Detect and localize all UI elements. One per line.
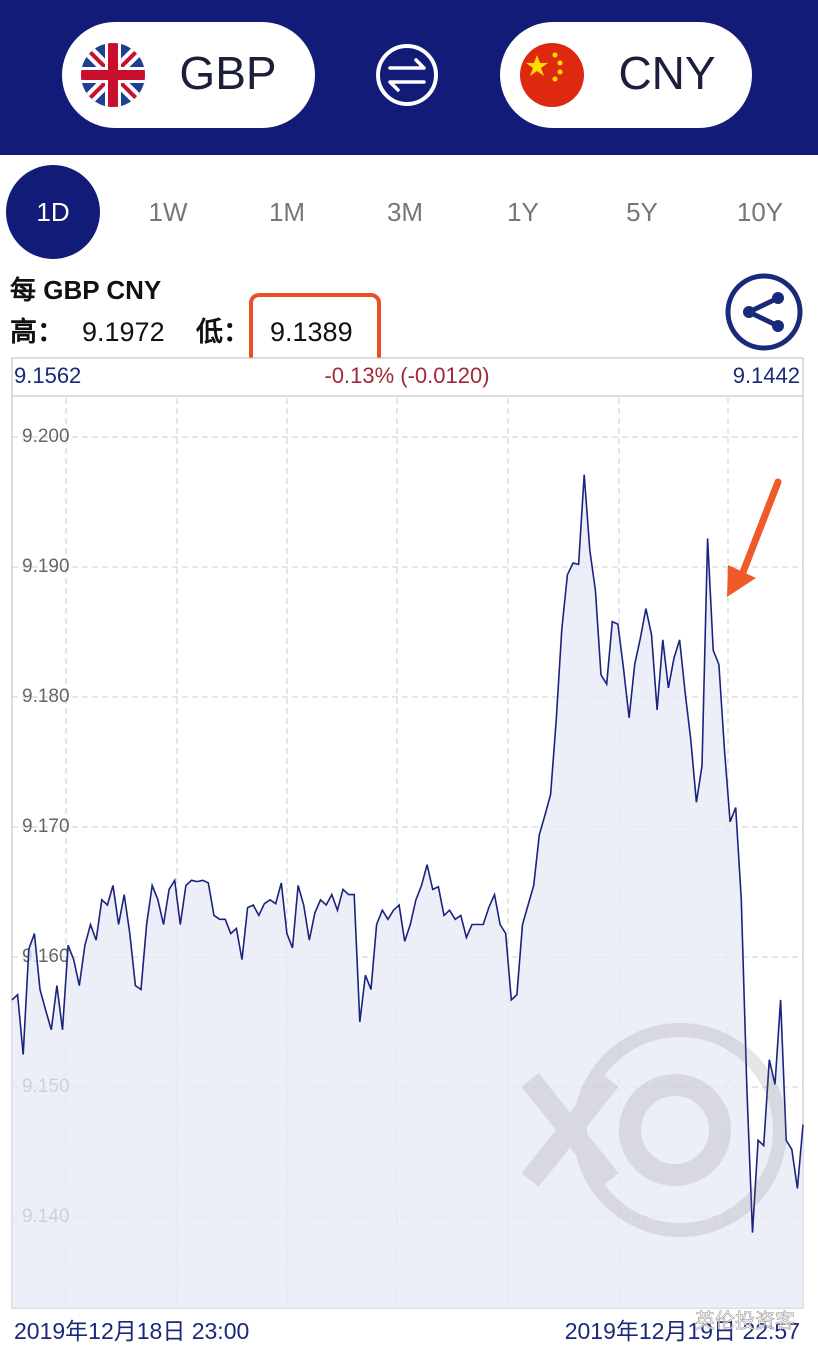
share-icon — [772, 292, 784, 304]
swap-button[interactable] — [376, 44, 438, 106]
swap-icon — [388, 58, 426, 92]
annotation-arrowhead — [727, 565, 756, 597]
period-tab[interactable]: 1D — [36, 197, 69, 227]
share-icon — [772, 320, 784, 332]
period-tab[interactable]: 1W — [149, 197, 188, 227]
period-tabs: 1D 1W 1M 3M 1Y 5Y 10Y — [6, 165, 783, 259]
flag-star — [557, 60, 563, 66]
pair-label: 每 GBP CNY — [10, 275, 161, 305]
period-tab[interactable]: 1Y — [507, 197, 539, 227]
annotation-arrow — [736, 478, 782, 584]
y-tick-label: 9.180 — [22, 686, 70, 707]
period-tab[interactable]: 5Y — [626, 197, 658, 227]
end-value: 9.1442 — [733, 363, 800, 388]
low-value: 9.1389 — [270, 317, 353, 347]
low-label: 低： — [195, 317, 250, 347]
x-end-label: 2019年12月19日 22:57 — [565, 1318, 800, 1344]
active-tab-bg — [6, 165, 100, 259]
period-tab[interactable]: 1M — [269, 197, 305, 227]
from-currency: GBP — [179, 47, 276, 99]
flag-star — [552, 52, 558, 58]
high-value: 9.1972 — [82, 317, 165, 347]
watermark-text: 英伦投资客 — [695, 1309, 795, 1332]
flag-star — [526, 55, 548, 76]
period-tab[interactable]: 3M — [387, 197, 423, 227]
y-tick-label: 9.190 — [22, 556, 70, 577]
uk-flag — [81, 43, 145, 107]
share-icon — [743, 306, 755, 318]
china-flag — [520, 43, 584, 107]
x-start-label: 2019年12月18日 23:00 — [14, 1318, 249, 1344]
y-tick-label: 9.200 — [22, 426, 70, 447]
y-tick-label: 9.170 — [22, 816, 70, 837]
flag-star — [552, 76, 558, 82]
line — [11, 474, 804, 1233]
start-value: 9.1562 — [14, 363, 81, 388]
to-currency: CNY — [618, 47, 715, 99]
vertical-grid — [65, 398, 729, 1308]
high-label: 高： — [10, 316, 64, 347]
period-tab[interactable]: 10Y — [737, 197, 783, 227]
xe-watermark — [521, 1023, 787, 1237]
share-button[interactable] — [725, 273, 803, 351]
flag-star — [557, 69, 563, 75]
change: -0.13% (-0.0120) — [324, 363, 489, 388]
